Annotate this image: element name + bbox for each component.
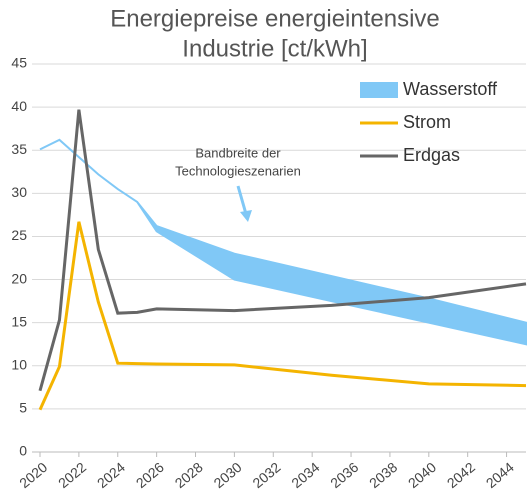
legend-swatch (360, 82, 398, 98)
x-tick-label: 2020 (16, 459, 50, 491)
legend-label: Erdgas (403, 145, 460, 165)
band (39, 138, 527, 346)
arrow-head (240, 210, 252, 222)
x-tick-label: 2044 (483, 459, 517, 491)
x-tick-label: 2030 (211, 459, 245, 491)
x-tick-label: 2028 (172, 459, 206, 491)
x-tick-label: 2034 (288, 459, 322, 491)
line (38, 109, 527, 392)
y-tick-label: 40 (11, 98, 27, 114)
y-tick-label: 30 (11, 184, 27, 200)
y-tick-label: 20 (11, 270, 27, 286)
annotation: Bandbreite der (195, 145, 281, 160)
y-tick-label: 15 (11, 313, 27, 329)
line (38, 221, 527, 411)
annotation: Technologieszenarien (175, 163, 301, 178)
legend-label: Strom (403, 112, 451, 132)
x-tick-label: 2024 (94, 459, 128, 491)
x-tick-label: 2026 (133, 459, 167, 491)
chart-title: Industrie [ct/kWh] (182, 35, 367, 62)
y-tick-label: 25 (11, 227, 27, 243)
y-tick-label: 0 (19, 443, 27, 459)
x-tick-label: 2042 (444, 459, 478, 491)
x-tick-label: 2022 (55, 459, 89, 491)
arrow (236, 185, 248, 215)
x-tick-label: 2040 (405, 459, 439, 491)
x-tick-label: 2036 (327, 459, 361, 491)
chart-title: Energiepreise energieintensive (110, 5, 440, 32)
x-tick-label: 2032 (249, 459, 283, 491)
y-tick-label: 45 (11, 55, 27, 71)
y-tick-label: 10 (11, 356, 27, 372)
legend-label: Wasserstoff (403, 79, 498, 99)
y-tick-label: 35 (11, 141, 27, 157)
y-tick-label: 5 (19, 400, 27, 416)
x-tick-label: 2038 (366, 459, 400, 491)
